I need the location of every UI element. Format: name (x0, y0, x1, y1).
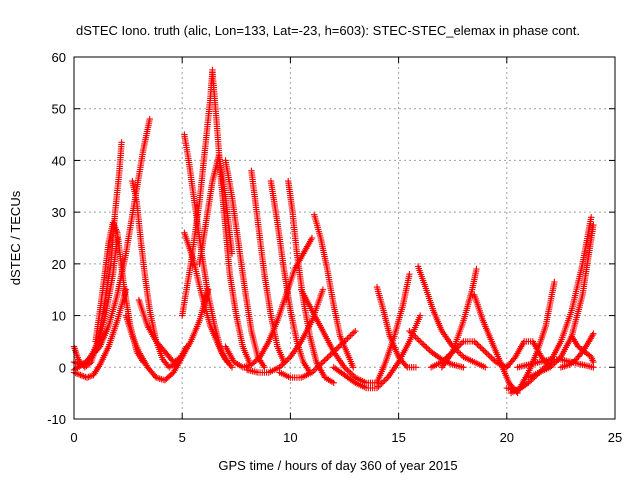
series-track (181, 131, 231, 366)
series-track (568, 333, 597, 366)
series-track (298, 286, 381, 386)
data-points (70, 66, 597, 397)
y-tick-label: 20 (52, 257, 66, 272)
plus-markers (471, 291, 521, 397)
y-tick-label: -10 (47, 412, 66, 427)
x-tick-label: 15 (391, 430, 405, 445)
plus-markers (525, 221, 597, 381)
plus-markers (181, 229, 236, 371)
plot-frame (73, 56, 616, 420)
y-tick-label: 10 (52, 309, 66, 324)
series-track (209, 69, 253, 366)
y-tick-label: 30 (52, 205, 66, 220)
series-track (471, 291, 521, 397)
plus-markers (311, 211, 357, 371)
series-track (122, 312, 186, 384)
series-track (414, 263, 489, 371)
series-track (196, 152, 236, 268)
y-tick-label: 40 (52, 153, 66, 168)
plus-markers (209, 69, 253, 366)
plus-markers (298, 286, 381, 386)
chart-title: dSTEC Iono. truth (alic, Lon=133, Lat=-2… (76, 23, 580, 38)
x-tick-label: 10 (283, 430, 297, 445)
x-tick-label: 25 (608, 430, 622, 445)
plus-markers (196, 152, 236, 268)
y-axis-label: dSTEC / TECUs (8, 190, 23, 285)
series-track (248, 167, 288, 366)
x-tick-label: 0 (70, 430, 77, 445)
x-tick-label: 20 (500, 430, 514, 445)
plus-markers (503, 338, 554, 371)
y-tick-label: 0 (59, 360, 66, 375)
x-axis-label: GPS time / hours of day 360 of year 2015 (218, 458, 457, 473)
plus-markers (181, 131, 231, 366)
series-track (373, 271, 413, 386)
x-tick-label: 5 (179, 430, 186, 445)
series-track (311, 211, 357, 371)
series-track (438, 265, 480, 371)
y-tick-label: 50 (52, 102, 66, 117)
plus-markers (222, 234, 316, 371)
plus-markers (129, 177, 190, 371)
series-track (129, 177, 190, 371)
y-tick-label: 60 (52, 50, 66, 65)
plus-markers (248, 167, 288, 366)
series-track (503, 338, 554, 371)
x-tick-labels: 0 5 10 15 20 25 (70, 430, 622, 445)
series-track (181, 229, 236, 371)
series-track (525, 221, 597, 381)
plus-markers (568, 333, 597, 366)
series-track (222, 234, 316, 371)
plus-markers (222, 157, 268, 371)
series-track (179, 66, 216, 319)
plus-markers (414, 263, 489, 371)
plus-markers (438, 265, 480, 371)
plus-markers (373, 271, 413, 386)
y-tick-labels: -10 0 10 20 30 40 50 60 (47, 50, 66, 427)
plus-markers (179, 66, 216, 319)
series-track (222, 157, 268, 371)
plus-markers (122, 312, 186, 384)
